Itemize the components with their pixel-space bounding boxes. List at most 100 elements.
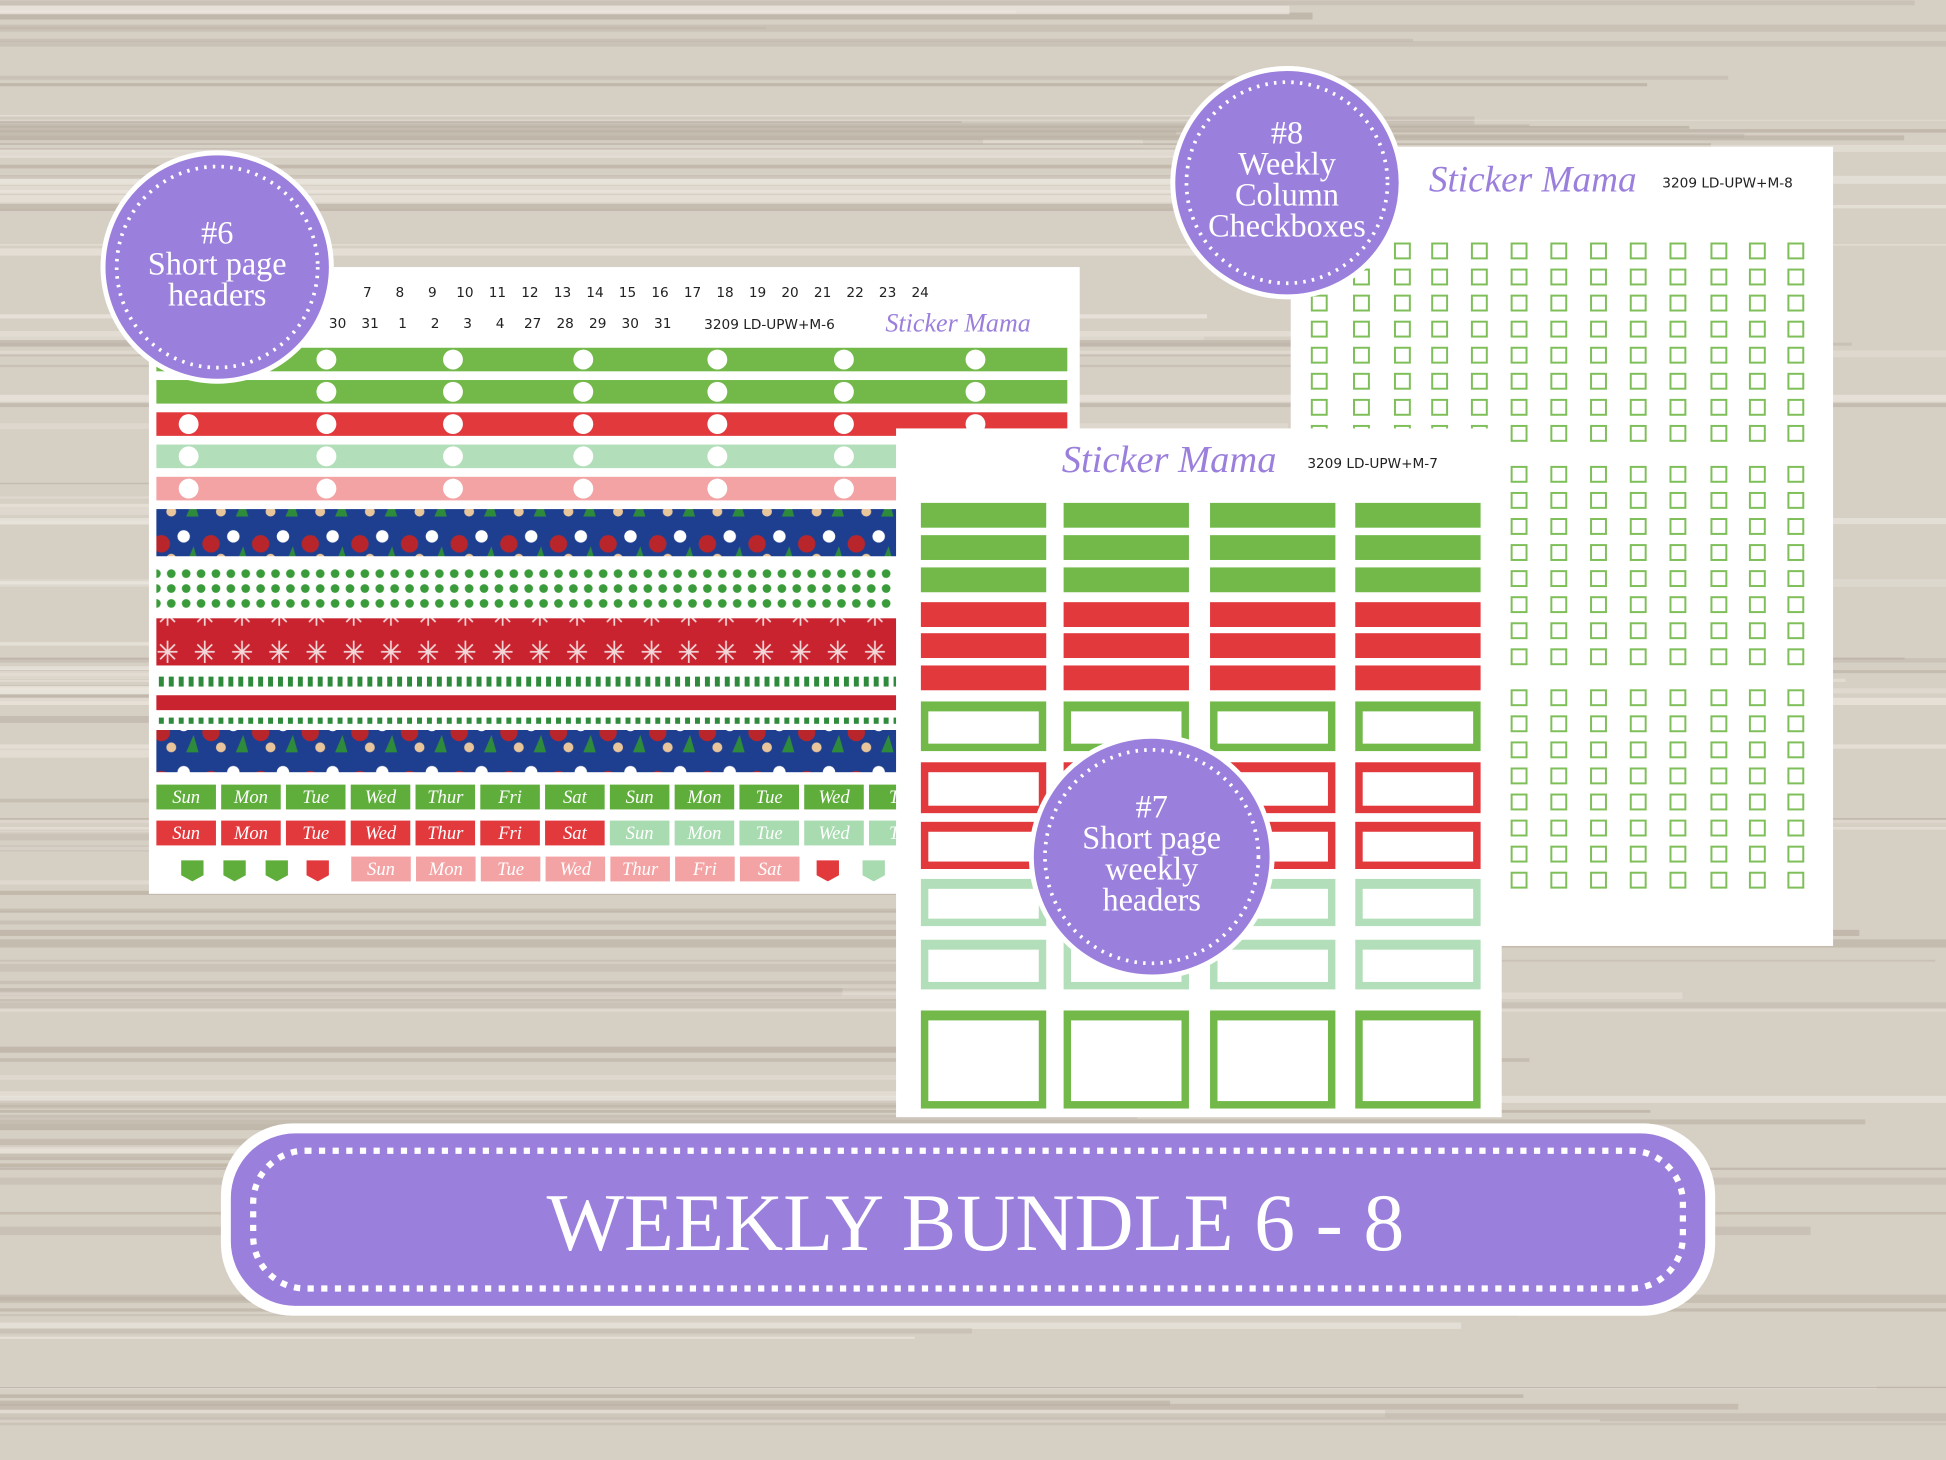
wood-grain: [0, 1410, 1386, 1418]
checkbox: [1629, 518, 1647, 535]
checkbox: [1393, 372, 1411, 390]
checkbox: [1550, 465, 1568, 483]
wood-grain: [0, 12, 1313, 20]
checkbox: [1510, 767, 1528, 785]
checkbox: [1787, 622, 1805, 640]
checkbox: [1710, 398, 1728, 416]
wood-grain: [0, 992, 1683, 999]
day-label: Fri: [692, 859, 717, 880]
checkbox: [1669, 715, 1687, 733]
wood-grain: [0, 175, 1595, 179]
date-number: 24: [911, 285, 928, 301]
checkbox: [1669, 268, 1687, 286]
checkbox: [1748, 648, 1766, 666]
wood-grain: [0, 129, 1946, 133]
checkbox: [1550, 346, 1568, 364]
checkbox: [1510, 424, 1528, 442]
day-label: Thur: [622, 859, 659, 880]
wood-grain: [0, 988, 843, 997]
checkbox: [1629, 871, 1647, 889]
wood-grain: [0, 135, 1905, 141]
checkbox: [1510, 294, 1528, 312]
day-label: Tue: [497, 859, 524, 880]
checkbox: [1353, 346, 1370, 364]
checkbox: [1748, 398, 1766, 416]
day-label-bg: [285, 784, 346, 810]
brand: Sticker Mama: [1062, 439, 1277, 481]
checkbox: [1669, 491, 1687, 509]
checkbox: [1470, 372, 1488, 390]
header-box: [920, 567, 1047, 593]
checkbox: [1669, 689, 1687, 707]
checkbox: [1431, 372, 1449, 390]
checkbox: [1629, 320, 1647, 338]
day-label: Tue: [302, 787, 329, 808]
checkbox: [1393, 268, 1411, 286]
checkbox: [1510, 268, 1528, 286]
checkbox: [1669, 871, 1687, 889]
day-label: Sat: [758, 859, 783, 880]
header-box: [920, 502, 1047, 528]
checkbox: [1710, 518, 1728, 535]
checkbox: [1748, 518, 1766, 535]
checkbox: [1470, 346, 1488, 364]
day-label: Sun: [626, 823, 654, 844]
day-label-bg: [156, 820, 216, 846]
checkbox: [1431, 294, 1449, 312]
checkbox: [1629, 491, 1647, 509]
checkbox: [1710, 294, 1728, 312]
checkbox: [1590, 648, 1607, 666]
checkbox: [1748, 741, 1766, 759]
bar-dot: [443, 478, 463, 499]
checkbox: [1550, 570, 1568, 588]
checkbox: [1710, 346, 1728, 364]
checkbox: [1748, 346, 1766, 364]
day-label-bg: [610, 856, 670, 882]
wood-grain: [0, 144, 1946, 152]
bar-dot: [178, 478, 199, 499]
day-label-bg: [545, 784, 605, 810]
checkbox: [1787, 398, 1805, 416]
day-label: Fri: [497, 823, 522, 844]
checkbox: [1669, 346, 1687, 364]
wood-grain: [0, 121, 962, 123]
header-box: [1063, 602, 1189, 627]
checkbox: [1550, 689, 1568, 707]
checkbox: [1510, 398, 1528, 416]
checkbox: [1787, 268, 1805, 286]
wood-grain: [0, 1075, 1416, 1080]
bar-dot: [965, 381, 986, 402]
bar-dot: [834, 414, 854, 435]
checkbox: [1629, 398, 1647, 416]
checkbox: [1710, 242, 1728, 260]
wood-grain: [0, 1328, 972, 1334]
checkbox: [1629, 689, 1647, 707]
date-number: 31: [361, 316, 378, 332]
checkbox: [1710, 845, 1728, 863]
checkbox: [1710, 596, 1728, 614]
pattern-strip: [156, 717, 1068, 724]
checkbox: [1629, 570, 1647, 588]
day-label-bg: [739, 856, 800, 882]
day-label: Tue: [756, 787, 783, 808]
checkbox: [1748, 294, 1766, 312]
checkbox: [1787, 320, 1805, 338]
day-label: Sat: [563, 787, 588, 808]
checkbox: [1550, 793, 1568, 811]
checkbox: [1748, 372, 1766, 390]
wood-grain: [0, 1091, 1469, 1098]
checkbox: [1393, 346, 1411, 364]
header-box: [1210, 535, 1336, 560]
checkbox: [1710, 465, 1728, 483]
checkbox: [1590, 715, 1607, 733]
header-box: [1355, 567, 1481, 593]
checkbox: [1787, 294, 1805, 312]
day-label: Fri: [497, 787, 522, 808]
date-number: 16: [651, 285, 668, 301]
checkbox: [1748, 819, 1766, 837]
checkbox: [1550, 741, 1568, 759]
checkbox: [1550, 767, 1568, 785]
checkbox: [1590, 622, 1607, 640]
checkbox: [1669, 544, 1687, 561]
day-label-bg: [285, 820, 346, 846]
